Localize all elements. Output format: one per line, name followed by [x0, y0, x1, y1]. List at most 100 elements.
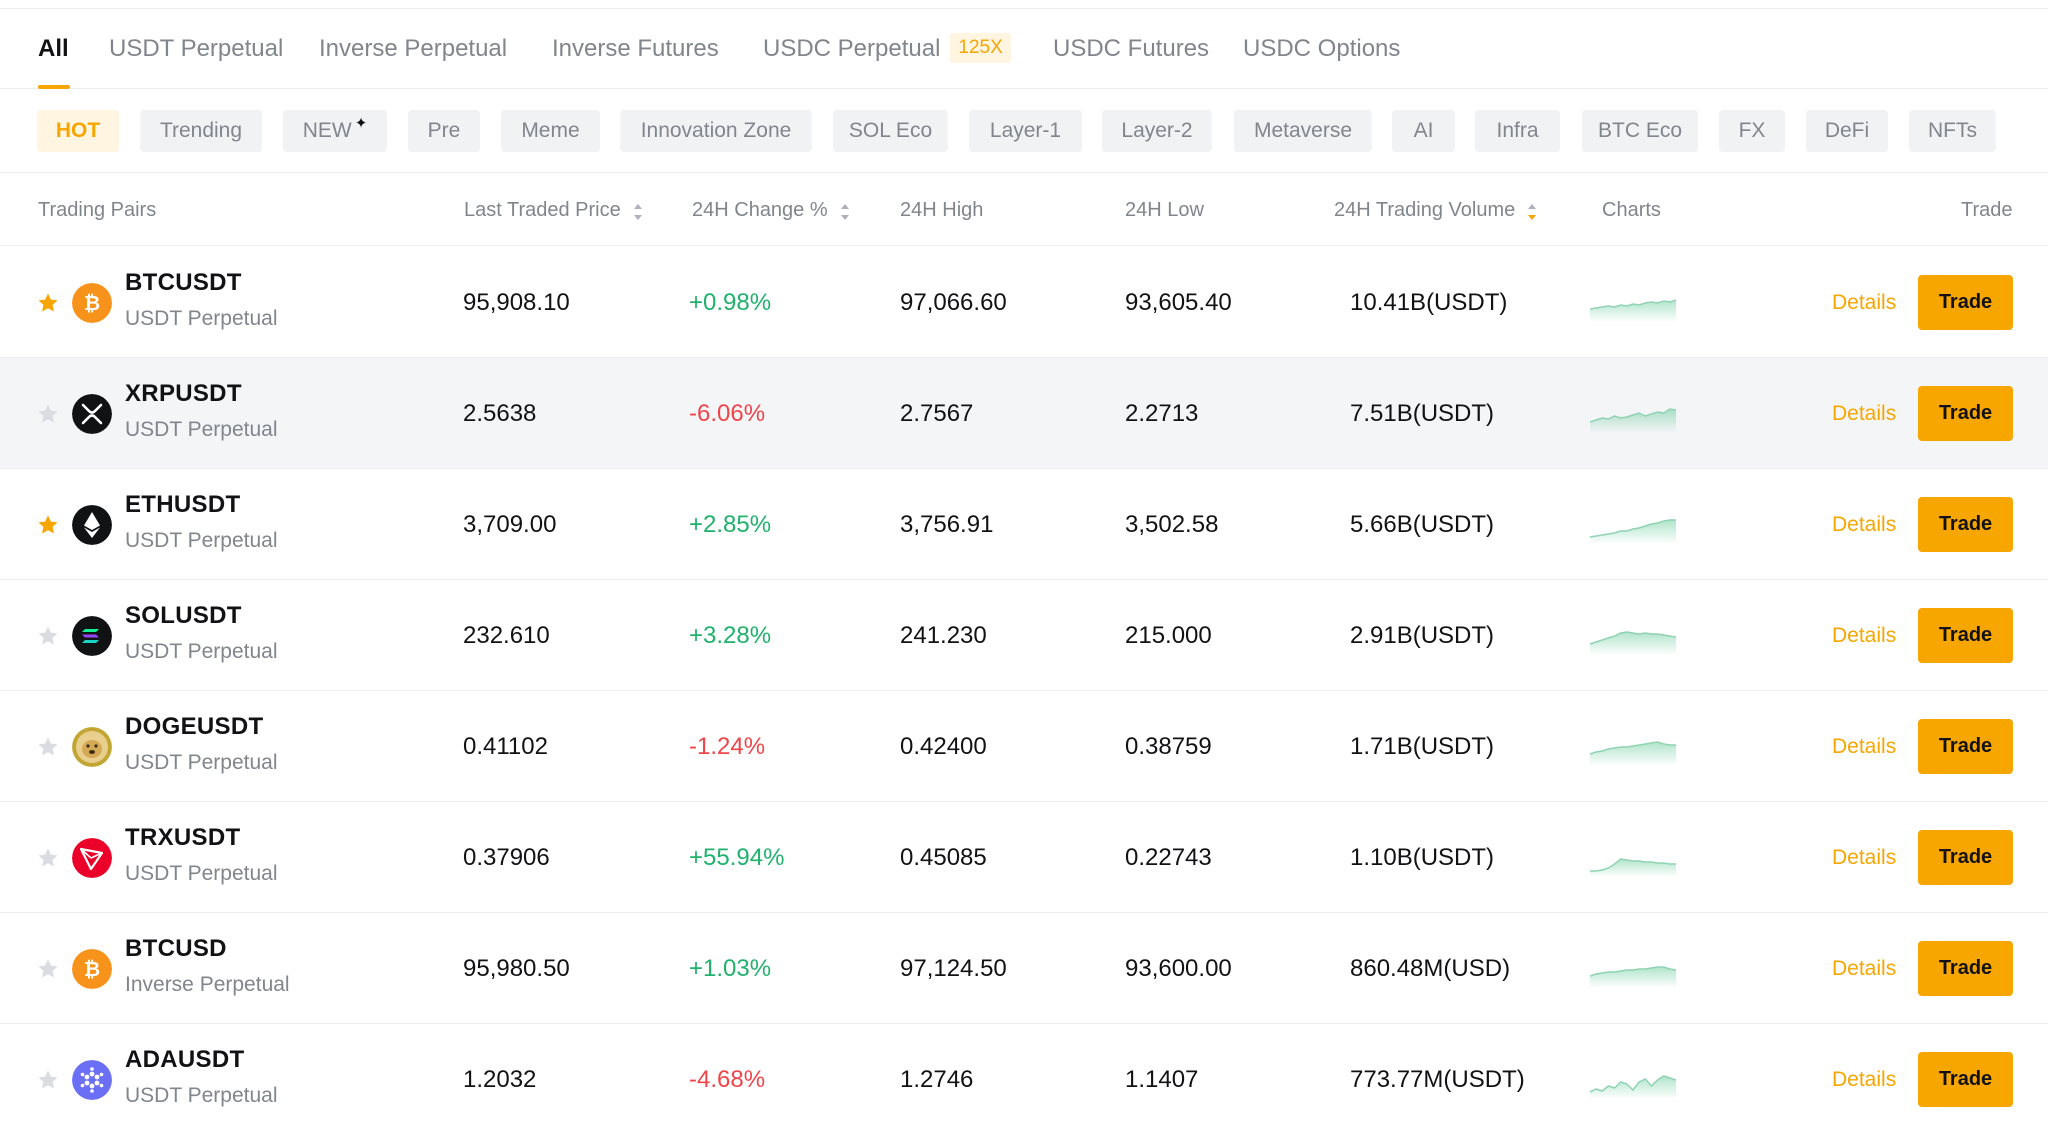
trade-button[interactable]: Trade — [1918, 941, 2013, 996]
chip-label: DeFi — [1824, 119, 1870, 142]
header-last-price[interactable]: Last Traded Price — [464, 174, 643, 246]
favorite-star-icon[interactable] — [36, 846, 60, 870]
details-link[interactable]: Details — [1832, 957, 1897, 980]
chip-label: NFTs — [1928, 119, 1977, 142]
chip-innovation-zone[interactable]: Innovation Zone — [620, 110, 812, 152]
tab-usdc-perpetual[interactable]: USDC Perpetual 125X — [763, 9, 1011, 89]
price-sparkline — [1590, 299, 1676, 321]
favorite-star-filled-icon[interactable] — [36, 513, 60, 537]
chip-fx[interactable]: FX — [1719, 110, 1785, 152]
price-sparkline — [1590, 1075, 1676, 1098]
header-label: Last Traded Price — [464, 199, 621, 221]
trade-button[interactable]: Trade — [1918, 497, 2013, 552]
pair-symbol[interactable]: ADAUSDT — [125, 1046, 245, 1073]
chip-nfts[interactable]: NFTs — [1909, 110, 1996, 152]
tab-inverse-futures[interactable]: Inverse Futures — [552, 9, 719, 89]
price-sparkline — [1590, 858, 1676, 876]
pair-contract-type: USDT Perpetual — [125, 751, 278, 774]
trade-button[interactable]: Trade — [1918, 830, 2013, 885]
favorite-star-icon[interactable] — [36, 735, 60, 759]
table-row[interactable]: DOGEUSDT USDT Perpetual 0.41102 -1.24% 0… — [0, 691, 2048, 802]
header-24h-volume[interactable]: 24H Trading Volume — [1334, 174, 1537, 246]
chip-layer-1[interactable]: Layer-1 — [969, 110, 1082, 152]
table-row[interactable]: ₿ BTCUSDT USDT Perpetual 95,908.10 +0.98… — [0, 247, 2048, 358]
chip-ai[interactable]: AI — [1392, 110, 1455, 152]
chip-defi[interactable]: DeFi — [1806, 110, 1888, 152]
details-link[interactable]: Details — [1832, 846, 1897, 869]
pair-symbol[interactable]: XRPUSDT — [125, 380, 242, 407]
details-link[interactable]: Details — [1832, 735, 1897, 758]
chip-label: Trending — [159, 119, 243, 142]
chip-label: Pre — [427, 119, 461, 142]
header-24h-change[interactable]: 24H Change % — [692, 174, 850, 246]
last-price: 95,980.50 — [463, 955, 570, 982]
pair-symbol[interactable]: ETHUSDT — [125, 491, 241, 518]
volume-24h: 7.51B(USDT) — [1350, 400, 1495, 427]
pair-symbol[interactable]: SOLUSDT — [125, 602, 242, 629]
price-sparkline — [1590, 408, 1676, 432]
favorite-star-icon[interactable] — [36, 1068, 60, 1092]
low-24h: 2.2713 — [1125, 400, 1199, 427]
chip-new[interactable]: NEW ✦ — [283, 110, 387, 152]
chip-label: FX — [1738, 119, 1766, 142]
tab-usdc-options[interactable]: USDC Options — [1243, 9, 1400, 89]
bitcoin-icon: ₿ — [72, 949, 112, 989]
details-link[interactable]: Details — [1832, 291, 1897, 314]
chip-meme[interactable]: Meme — [501, 110, 600, 152]
details-link[interactable]: Details — [1832, 513, 1897, 536]
favorite-star-icon[interactable] — [36, 402, 60, 426]
trade-button[interactable]: Trade — [1918, 719, 2013, 774]
header-trade: Trade — [1961, 199, 2013, 221]
chip-layer-2[interactable]: Layer-2 — [1102, 110, 1212, 152]
pair-symbol[interactable]: BTCUSD — [125, 935, 227, 962]
low-24h: 215.000 — [1125, 622, 1212, 649]
volume-24h: 1.71B(USDT) — [1350, 733, 1495, 760]
market-table-header: Trading Pairs Last Traded Price 24H Chan… — [0, 174, 2048, 246]
chip-hot[interactable]: HOT — [37, 110, 119, 152]
trade-button[interactable]: Trade — [1918, 1052, 2013, 1107]
table-row[interactable]: ETHUSDT USDT Perpetual 3,709.00 +2.85% 3… — [0, 469, 2048, 580]
pair-contract-type: USDT Perpetual — [125, 418, 278, 441]
chip-pre[interactable]: Pre — [408, 110, 480, 152]
table-row[interactable]: XRPUSDT USDT Perpetual 2.5638 -6.06% 2.7… — [0, 358, 2048, 469]
table-row[interactable]: ADAUSDT USDT Perpetual 1.2032 -4.68% 1.2… — [0, 1024, 2048, 1134]
tab-all[interactable]: All — [38, 9, 70, 89]
favorite-star-filled-icon[interactable] — [36, 291, 60, 315]
table-row[interactable]: ₿ BTCUSD Inverse Perpetual 95,980.50 +1.… — [0, 913, 2048, 1024]
details-link[interactable]: Details — [1832, 624, 1897, 647]
last-price: 2.5638 — [463, 400, 537, 427]
trade-button[interactable]: Trade — [1918, 275, 2013, 330]
high-24h: 97,124.50 — [900, 955, 1007, 982]
volume-24h: 10.41B(USDT) — [1350, 289, 1508, 316]
tab-inverse-perpetual[interactable]: Inverse Perpetual — [319, 9, 507, 89]
table-row[interactable]: TRXUSDT USDT Perpetual 0.37906 +55.94% 0… — [0, 802, 2048, 913]
pair-contract-type: USDT Perpetual — [125, 862, 278, 885]
price-sparkline — [1590, 631, 1676, 654]
sort-icon — [633, 203, 643, 220]
details-link[interactable]: Details — [1832, 402, 1897, 425]
chip-sol-eco[interactable]: SOL Eco — [833, 110, 948, 152]
tab-usdt-perpetual[interactable]: USDT Perpetual — [109, 9, 283, 89]
pair-symbol[interactable]: BTCUSDT — [125, 269, 242, 296]
chip-trending[interactable]: Trending — [140, 110, 262, 152]
trade-button[interactable]: Trade — [1918, 608, 2013, 663]
pair-symbol[interactable]: TRXUSDT — [125, 824, 241, 851]
change-percent: +0.98% — [689, 289, 772, 316]
chip-label: HOT — [55, 119, 101, 142]
favorite-star-icon[interactable] — [36, 957, 60, 981]
volume-24h: 2.91B(USDT) — [1350, 622, 1495, 649]
pair-symbol[interactable]: DOGEUSDT — [125, 713, 264, 740]
trade-button[interactable]: Trade — [1918, 386, 2013, 441]
chip-infra[interactable]: Infra — [1475, 110, 1560, 152]
change-percent: -1.24% — [689, 733, 766, 760]
change-percent: +2.85% — [689, 511, 772, 538]
market-category-tabs: All USDT Perpetual Inverse Perpetual Inv… — [0, 9, 2048, 89]
details-link[interactable]: Details — [1832, 1068, 1897, 1091]
chip-label: SOL Eco — [848, 119, 933, 142]
favorite-star-icon[interactable] — [36, 624, 60, 648]
chip-btc-eco[interactable]: BTC Eco — [1582, 110, 1698, 152]
tab-usdc-futures[interactable]: USDC Futures — [1053, 9, 1209, 89]
chip-metaverse[interactable]: Metaverse — [1234, 110, 1372, 152]
chip-label: Meme — [521, 119, 580, 142]
table-row[interactable]: SOLUSDT USDT Perpetual 232.610 +3.28% 24… — [0, 580, 2048, 691]
